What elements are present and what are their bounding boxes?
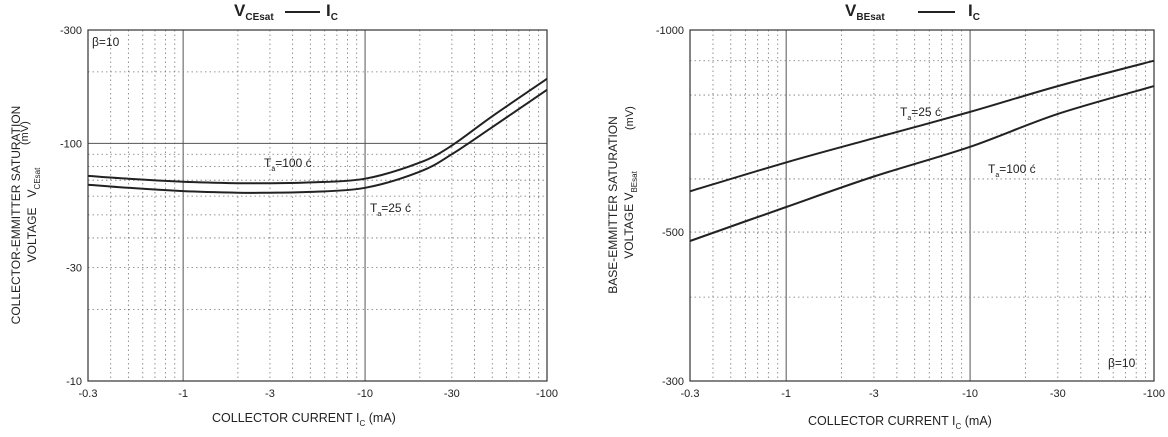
right-y-axis-label: BASE-EMMITTER SATURATION VOLTAGE VBEsat … (606, 106, 639, 294)
y-tick-label: -1000 (656, 25, 684, 37)
left-x-tick-labels: -0.3 -1 -3 -10 -30 -100 (79, 388, 559, 400)
x-tick-label: -3 (265, 388, 275, 400)
right-y-tick-labels: -1000 -500 -300 (656, 25, 684, 388)
series-line-100c (87, 77, 548, 185)
left-x-axis-label: COLLECTOR CURRENT IC (mA) (212, 411, 396, 428)
left-series-label-100: Ta=100 ć (264, 156, 312, 173)
right-grid (689, 30, 1154, 381)
left-y-tick-labels: -300 -100 -30 -10 (60, 25, 82, 388)
right-series-group (689, 59, 1155, 242)
right-x-tick-labels: -0.3 -1 -3 -10 -30 -100 (681, 388, 1166, 400)
x-tick-label: -30 (1050, 388, 1066, 400)
right-title-x: IC (968, 1, 980, 23)
y-tick-label: -100 (60, 138, 82, 150)
x-tick-label: -30 (444, 388, 460, 400)
svg-text:COLLECTOR-EMMITTER SATURATION: COLLECTOR-EMMITTER SATURATION (9, 106, 23, 325)
x-tick-label: -0.3 (681, 388, 700, 400)
y-tick-label: -500 (662, 227, 684, 239)
x-tick-label: -10 (962, 388, 978, 400)
left-series-label-25: Ta=25 ć (370, 201, 411, 218)
svg-text:VOLTAGEVCEsat: VOLTAGEVCEsat (25, 167, 42, 262)
x-tick-label: -3 (869, 388, 879, 400)
series-line-25c (87, 88, 548, 194)
right-beta-note: β=10 (1108, 356, 1136, 370)
x-tick-label: -100 (1143, 388, 1165, 400)
svg-text:(mV): (mV) (19, 121, 31, 145)
svg-text:BASE-EMMITTER SATURATION: BASE-EMMITTER SATURATION (606, 116, 620, 294)
y-tick-label: -300 (662, 376, 684, 388)
x-tick-label: -100 (536, 388, 558, 400)
left-beta-note: β=10 (92, 35, 120, 49)
chart-left: -0.3 -1 -3 -10 -30 -100 -300 -100 -30 -10 VCEsat… (9, 1, 558, 428)
y-tick-label: -10 (66, 376, 82, 388)
chart-right: -0.3 -1 -3 -10 -30 -100 -1000-500-300 VBEsat … (606, 1, 1165, 431)
left-title: VCEsat (234, 1, 274, 23)
x-tick-label: -10 (357, 388, 373, 400)
left-y-axis-label: COLLECTOR-EMMITTER SATURATION VOLTAGEVCE… (9, 106, 42, 325)
x-tick-label: -1 (178, 388, 188, 400)
left-grid (87, 30, 547, 381)
svg-text:(mV): (mV) (624, 106, 636, 130)
left-title-x: IC (326, 1, 338, 23)
right-plot-frame (689, 29, 1155, 382)
svg-text:VOLTAGE VBEsat: VOLTAGE VBEsat (622, 170, 639, 258)
y-tick-label: -30 (66, 263, 82, 275)
right-title: VBEsat (845, 1, 885, 23)
x-tick-label: -0.3 (79, 388, 98, 400)
series-line-100c (689, 85, 1155, 242)
x-tick-label: -1 (781, 388, 791, 400)
series-line-25c (689, 59, 1155, 193)
right-x-axis-label: COLLECTOR CURRENT IC (mA) (808, 414, 992, 431)
left-series-group (87, 77, 548, 194)
left-plot-frame (87, 29, 548, 382)
right-series-label-100: Ta=100 ć (988, 162, 1036, 179)
y-tick-label: -300 (60, 25, 82, 37)
right-series-label-25: Ta=25 ć (900, 105, 941, 122)
